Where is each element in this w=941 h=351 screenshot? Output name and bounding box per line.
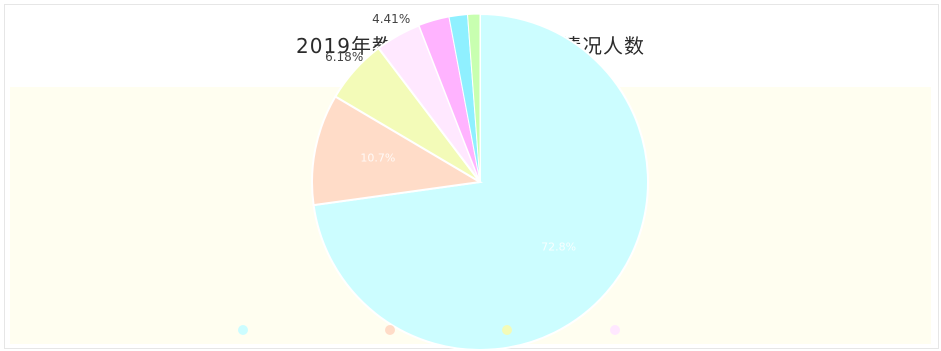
data-label-3: 4.41% <box>372 12 410 26</box>
legend <box>230 322 690 336</box>
legend-swatch-0 <box>238 325 248 335</box>
legend-swatch-2 <box>502 325 512 335</box>
data-label-2: 6.18% <box>325 50 363 64</box>
pie-slice-1 <box>311 95 483 207</box>
pie-slice-minor-2 <box>466 13 481 183</box>
legend-swatch-1 <box>385 325 395 335</box>
data-label-0: 72.8% <box>541 240 576 253</box>
legend-swatch-3 <box>610 325 620 335</box>
data-label-1: 10.7% <box>360 152 395 165</box>
